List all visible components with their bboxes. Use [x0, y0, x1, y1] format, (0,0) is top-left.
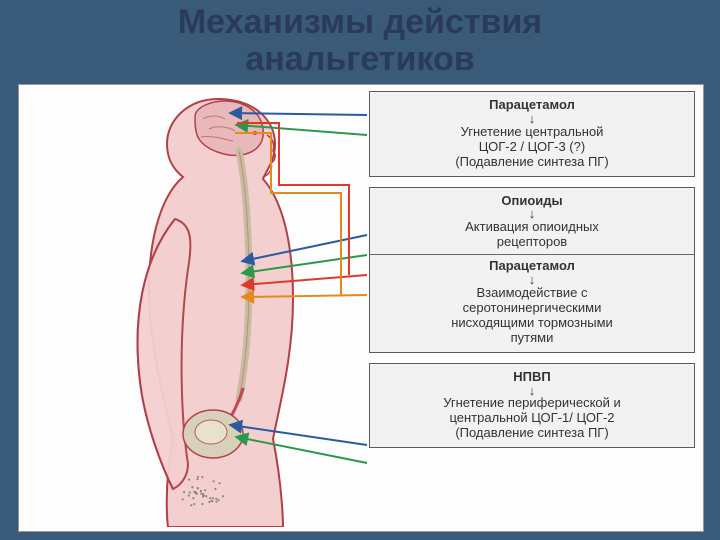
down-arrow-icon: ↓: [378, 387, 686, 395]
human-svg: [23, 89, 363, 527]
box2-line1a: Активация опиоидных: [378, 220, 686, 235]
box3-line1: Угнетение периферической и: [378, 396, 686, 411]
box1-line2: ЦОГ-2 / ЦОГ-3 (?): [378, 140, 686, 155]
box2-line2b: серотонинергическими: [378, 301, 686, 316]
title-line2: анальгетиков: [0, 41, 720, 78]
box-divider: [370, 254, 694, 255]
title-line1: Механизмы действия: [0, 4, 720, 41]
box2-line2c: нисходящими тормозными: [378, 316, 686, 331]
box2-line1b: рецепторов: [378, 235, 686, 250]
box3-line2: центральной ЦОГ-1/ ЦОГ-2: [378, 411, 686, 426]
down-arrow-icon: ↓: [378, 115, 686, 123]
text-box-column: Парацетамол ↓ Угнетение центральной ЦОГ-…: [369, 91, 695, 458]
box1-line1: Угнетение центральной: [378, 125, 686, 140]
slide: Механизмы действия анальгетиков Парацета…: [0, 0, 720, 540]
box2-line2d: путями: [378, 331, 686, 346]
down-arrow-icon: ↓: [378, 276, 686, 284]
box-opioids-paracetamol: Опиоиды ↓ Активация опиоидных рецепторов…: [369, 187, 695, 353]
down-arrow-icon: ↓: [378, 210, 686, 218]
box2-line2a: Взаимодействие с: [378, 286, 686, 301]
box3-line3: (Подавление синтеза ПГ): [378, 426, 686, 441]
box1-line3: (Подавление синтеза ПГ): [378, 155, 686, 170]
box-nsaid: НПВП ↓ Угнетение периферической и центра…: [369, 363, 695, 449]
slide-title: Механизмы действия анальгетиков: [0, 4, 720, 79]
diagram-panel: Парацетамол ↓ Угнетение центральной ЦОГ-…: [18, 84, 704, 532]
box-paracetamol-central: Парацетамол ↓ Угнетение центральной ЦОГ-…: [369, 91, 695, 177]
human-figure: [23, 89, 363, 527]
